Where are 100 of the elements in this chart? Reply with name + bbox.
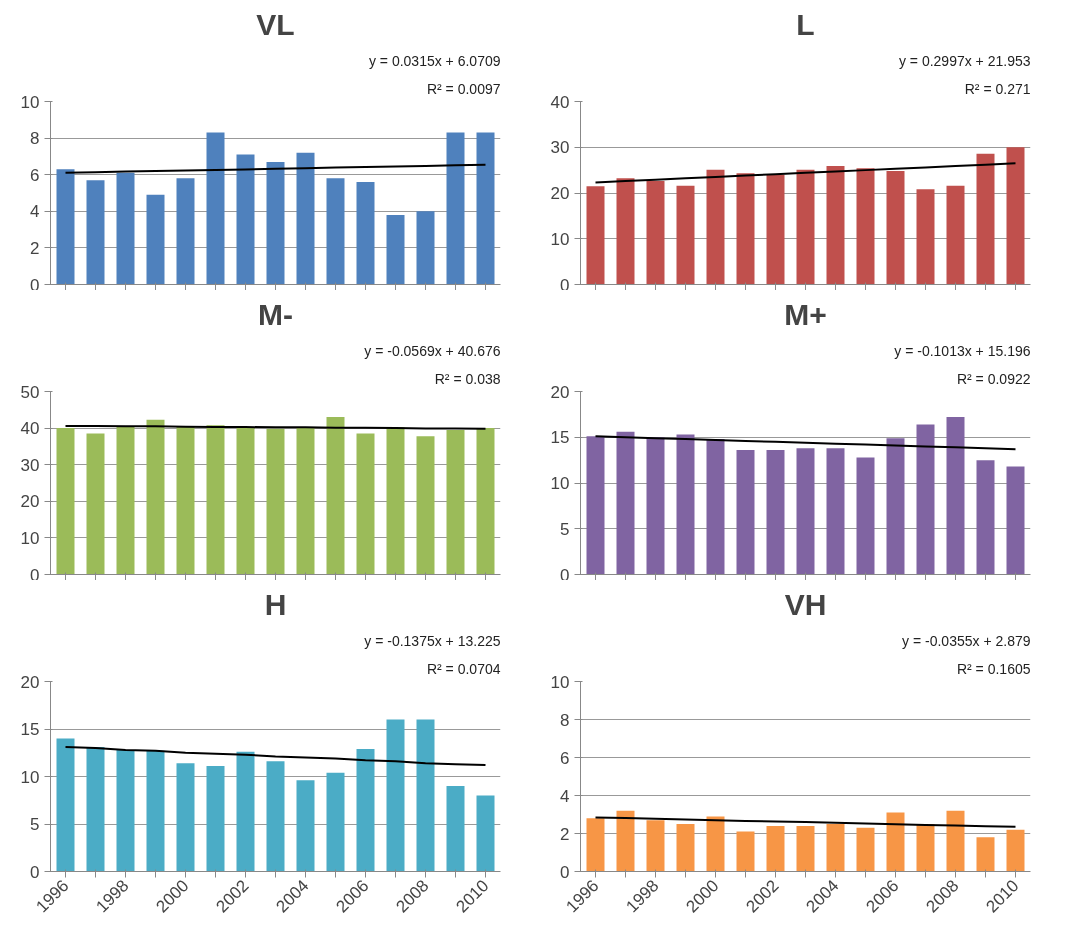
y-tick-label: 20 xyxy=(550,382,570,402)
bar xyxy=(446,786,465,872)
y-tick-label: 0 xyxy=(30,862,40,882)
y-tick-label: 10 xyxy=(20,767,40,787)
bar xyxy=(86,180,105,285)
y-tick-label: 40 xyxy=(20,419,40,439)
y-tick-label: 2 xyxy=(560,824,570,844)
text: y = 0.0315x + 6.0709 xyxy=(368,52,501,69)
line-series xyxy=(594,816,1017,828)
bar xyxy=(676,824,695,872)
bar xyxy=(206,132,225,285)
bar xyxy=(796,825,815,872)
text: R² = 0.0922 xyxy=(956,370,1031,387)
bar xyxy=(116,426,135,575)
bar xyxy=(736,173,755,285)
bar xyxy=(916,189,935,285)
y-tick-label: 6 xyxy=(30,165,40,185)
chart-title: VL xyxy=(256,7,295,41)
bar xyxy=(386,214,405,285)
text: R² = 0.0097 xyxy=(426,80,501,97)
y-tick-label: 0 xyxy=(560,862,570,882)
bar xyxy=(976,153,995,285)
bar xyxy=(386,719,405,872)
y-tick-label: 40 xyxy=(550,92,570,112)
y-tick-label: 6 xyxy=(560,748,570,768)
y-tick-label: 0 xyxy=(560,275,570,295)
y-tick-label: 10 xyxy=(20,92,40,112)
bar xyxy=(946,417,965,575)
bar xyxy=(236,751,255,872)
bar xyxy=(326,417,345,575)
bar xyxy=(676,434,695,575)
bar xyxy=(886,438,905,575)
bar xyxy=(616,178,635,285)
bar xyxy=(236,428,255,575)
bar xyxy=(676,185,695,285)
bar xyxy=(916,824,935,872)
text: R² = 0.1605 xyxy=(956,660,1031,677)
bar xyxy=(296,428,315,575)
line-series xyxy=(64,163,487,174)
y-tick-label: 8 xyxy=(30,129,40,149)
bar xyxy=(56,169,75,285)
bar xyxy=(1006,829,1025,872)
y-tick-label: 0 xyxy=(560,565,570,585)
bar xyxy=(56,428,75,575)
bar xyxy=(296,152,315,285)
y-tick-label: 10 xyxy=(550,474,570,493)
bar xyxy=(646,181,665,285)
bar xyxy=(826,448,845,575)
text: y = 0.2997x + 21.953 xyxy=(898,52,1031,69)
y-tick-label: 30 xyxy=(20,455,40,475)
bar xyxy=(266,161,285,285)
chart-title: H xyxy=(264,587,287,621)
bar xyxy=(856,168,875,285)
bar xyxy=(736,831,755,872)
bar xyxy=(446,429,465,575)
bar xyxy=(586,818,605,872)
text: y = -0.0355x + 2.879 xyxy=(902,632,1031,649)
bar xyxy=(886,171,905,285)
y-tick-label: 5 xyxy=(30,815,40,834)
chart-title: VH xyxy=(784,587,827,621)
bar xyxy=(826,824,845,872)
text: R² = 0.0704 xyxy=(426,660,501,677)
bar xyxy=(356,433,375,575)
bar xyxy=(706,169,725,285)
y-tick-label: 15 xyxy=(550,428,570,448)
bar xyxy=(886,812,905,872)
bar xyxy=(736,450,755,575)
bar xyxy=(646,437,665,575)
bar xyxy=(766,825,785,872)
bar xyxy=(56,738,75,872)
bar xyxy=(1006,147,1025,285)
bar xyxy=(326,178,345,285)
y-tick-label: 5 xyxy=(560,519,570,539)
y-tick-label: 20 xyxy=(550,184,570,203)
text: y = -0.1375x + 13.225 xyxy=(364,632,501,649)
line-series xyxy=(594,162,1017,184)
bar xyxy=(796,448,815,575)
bar xyxy=(476,428,495,575)
bar xyxy=(266,428,285,575)
bar xyxy=(146,750,165,872)
y-tick-label: 2 xyxy=(30,238,40,258)
bar xyxy=(646,820,665,872)
bar xyxy=(146,419,165,575)
bar xyxy=(856,457,875,575)
line-series xyxy=(594,435,1017,451)
bar xyxy=(206,766,225,872)
chart-title: L xyxy=(796,7,815,41)
bar xyxy=(416,436,435,575)
y-tick-label: 4 xyxy=(30,202,40,222)
bar xyxy=(976,460,995,575)
y-tick-label: 4 xyxy=(560,786,570,806)
bar xyxy=(356,748,375,872)
y-tick-label: 30 xyxy=(550,138,570,158)
bar xyxy=(296,780,315,872)
y-tick-label: 10 xyxy=(550,229,570,249)
bar xyxy=(856,827,875,872)
text: R² = 0.038 xyxy=(434,370,501,387)
bar xyxy=(826,166,845,285)
bar xyxy=(116,749,135,872)
bar xyxy=(416,719,435,872)
